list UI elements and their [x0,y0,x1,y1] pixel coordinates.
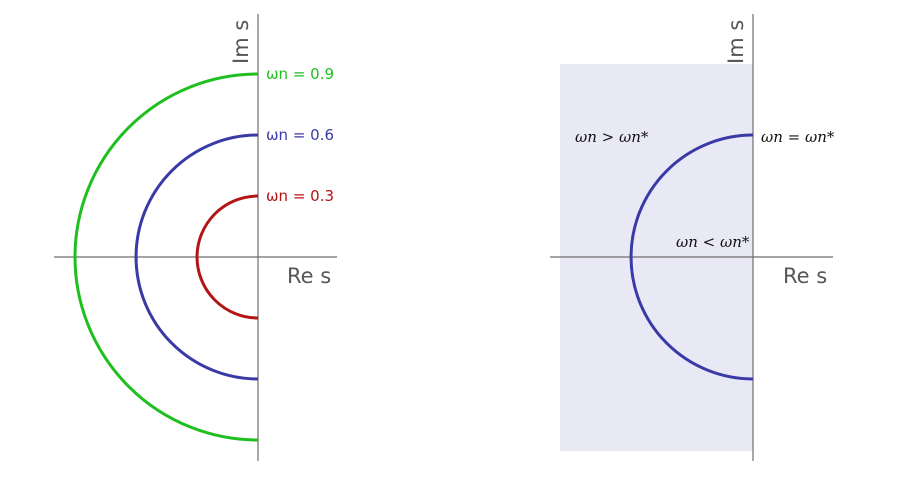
label-omega-0-6: ωn = 0.6 [266,126,334,144]
label-equal: ωn = ωn* [761,128,835,146]
arc-omega-star [629,133,754,381]
left-im-label: Im s [229,20,253,64]
arc-omega-0-3 [195,194,259,320]
right-panel: ωn > ωn* ωn = ωn* ωn < ωn* Re s Im s [550,14,835,461]
right-re-label: Re s [783,264,827,288]
right-im-label: Im s [724,20,748,64]
left-panel: ωn = 0.9 ωn = 0.6 ωn = 0.3 Re s Im s [54,14,337,461]
arc-omega-0-9 [73,72,259,442]
arc-omega-0-6 [134,133,259,381]
label-omega-0-9: ωn = 0.9 [266,65,334,83]
label-omega-0-3: ωn = 0.3 [266,187,334,205]
label-less: ωn < ωn* [676,233,750,251]
label-greater: ωn > ωn* [575,128,649,146]
left-re-label: Re s [287,264,331,288]
